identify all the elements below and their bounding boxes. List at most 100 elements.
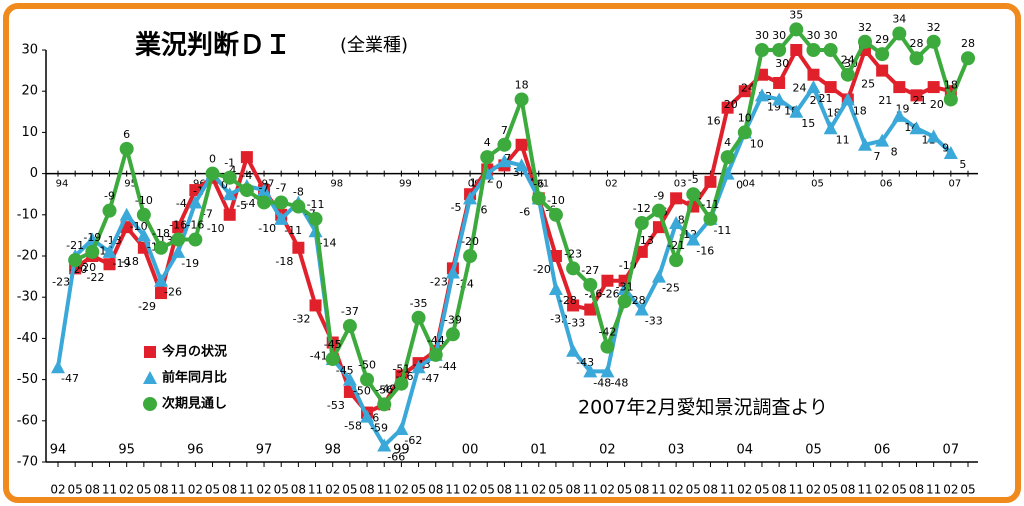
- data-label: -47: [61, 372, 79, 385]
- marker: [806, 43, 821, 57]
- marker: [428, 347, 443, 362]
- data-label: -43: [576, 356, 594, 369]
- x-tick-label: 05: [411, 483, 426, 497]
- data-label: 20: [724, 98, 738, 111]
- x-tick-label: 05: [686, 483, 701, 497]
- data-label: 4: [484, 136, 491, 149]
- data-label: 0: [209, 153, 216, 166]
- year-label-inner: 00: [468, 179, 481, 190]
- marker: [876, 64, 889, 77]
- year-label: 01: [530, 443, 547, 458]
- marker: [961, 51, 975, 66]
- series-line: [74, 48, 952, 415]
- marker: [222, 187, 237, 201]
- marker: [292, 241, 305, 254]
- data-label: 15: [801, 117, 815, 130]
- marker: [360, 372, 375, 387]
- x-tick-label: 08: [565, 483, 580, 497]
- x-tick-label: 08: [222, 483, 237, 497]
- marker: [171, 232, 186, 247]
- marker: [566, 343, 581, 357]
- marker: [223, 208, 236, 221]
- marker: [703, 211, 718, 226]
- marker: [480, 150, 495, 165]
- data-label: -25: [662, 282, 680, 295]
- data-label: -10: [207, 222, 225, 235]
- data-label: -10: [135, 194, 153, 207]
- y-tick-label: 10: [21, 125, 38, 140]
- marker: [143, 397, 157, 411]
- data-label: -28: [559, 294, 577, 307]
- data-label: 30: [824, 29, 838, 42]
- marker: [584, 303, 597, 316]
- data-label: -44: [439, 360, 457, 373]
- data-label: 28: [909, 37, 923, 50]
- data-label: 3: [513, 166, 520, 179]
- x-tick-label: 02: [737, 483, 752, 497]
- marker: [840, 67, 855, 82]
- marker: [394, 422, 409, 436]
- legend-label: 前年同月比: [162, 370, 227, 386]
- x-tick-label: 08: [703, 483, 718, 497]
- data-label: -21: [667, 239, 685, 252]
- marker: [634, 216, 649, 231]
- x-tick-label: 11: [239, 483, 254, 497]
- data-label: -7: [202, 207, 213, 220]
- data-label: -42: [598, 326, 616, 339]
- data-label: 21: [818, 92, 832, 105]
- y-tick-label: -70: [17, 455, 38, 470]
- y-tick-label: 30: [21, 43, 38, 58]
- year-label: 99: [393, 443, 410, 458]
- marker: [394, 376, 409, 391]
- year-label: 04: [737, 443, 754, 458]
- data-label: 18: [515, 78, 529, 91]
- marker: [617, 294, 632, 309]
- marker: [360, 409, 375, 423]
- data-label: -45: [336, 364, 354, 377]
- marker: [102, 203, 117, 218]
- marker: [205, 166, 220, 181]
- year-label-inner: 07: [948, 179, 961, 190]
- x-tick-label: 05: [205, 483, 220, 497]
- x-tick-label: 05: [960, 483, 975, 497]
- x-tick-label: 11: [583, 483, 598, 497]
- marker: [172, 221, 185, 234]
- year-label-inner: 01: [536, 179, 549, 190]
- marker: [144, 346, 156, 358]
- data-label: 7: [501, 124, 508, 137]
- x-tick-label: 05: [617, 483, 632, 497]
- marker: [308, 211, 323, 226]
- data-label: 32: [858, 21, 872, 34]
- data-label: 30: [806, 29, 820, 42]
- marker: [514, 92, 529, 107]
- marker: [567, 299, 580, 312]
- marker: [154, 240, 169, 255]
- x-tick-label: 05: [823, 483, 838, 497]
- x-tick-label: 11: [514, 483, 529, 497]
- marker: [102, 244, 117, 258]
- marker: [325, 352, 340, 366]
- marker: [807, 68, 820, 81]
- marker: [566, 261, 581, 276]
- data-label: -48: [610, 376, 628, 389]
- marker: [738, 85, 751, 98]
- data-label: 10: [738, 111, 752, 124]
- marker: [754, 43, 769, 57]
- data-label: 0: [496, 179, 503, 192]
- data-label: -48: [593, 376, 611, 389]
- data-label: -16: [169, 219, 187, 232]
- x-tick-label: 11: [720, 483, 735, 497]
- marker: [531, 191, 546, 206]
- data-label: -51: [392, 363, 410, 376]
- marker: [823, 43, 838, 57]
- data-label: -26: [164, 286, 182, 299]
- marker: [875, 47, 890, 62]
- year-label-inner: 04: [742, 179, 755, 190]
- annotation: 2007年2月愛知景況調査より: [578, 397, 828, 419]
- marker: [309, 299, 322, 312]
- data-label: -16: [696, 245, 714, 258]
- legend-label: 次期見通し: [162, 396, 227, 412]
- x-tick-label: 08: [497, 483, 512, 497]
- marker: [274, 195, 289, 210]
- year-label: 02: [599, 443, 616, 458]
